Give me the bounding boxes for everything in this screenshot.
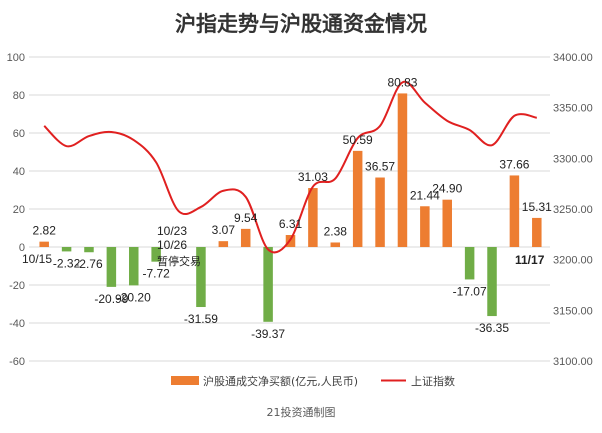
index-line [43, 80, 538, 254]
bar-data-label: 2.38 [324, 224, 348, 238]
left-tick-label: -20 [9, 280, 25, 292]
legend: 沪股通成交净买额(亿元,人民币) 上证指数 [171, 374, 455, 388]
left-tick-label: 60 [13, 128, 25, 140]
annotation-date-oct26: 10/26 [157, 238, 187, 252]
right-tick-label: 3400.00 [553, 52, 593, 64]
bar [151, 247, 161, 262]
bar [106, 247, 117, 287]
bar [532, 217, 542, 247]
left-tick-label: 40 [13, 166, 25, 178]
index-line-series [43, 80, 538, 254]
annotation-date-first: 10/15 [22, 252, 52, 266]
bar [218, 241, 229, 247]
bar-data-label: 15.31 [522, 200, 552, 214]
legend-bar-label: 沪股通成交净买额(亿元,人民币) [203, 374, 358, 388]
bar-data-label: 21.44 [410, 188, 440, 202]
date-annotations: 10/15 10/23 10/26 暂停交易 11/17 [22, 224, 545, 268]
bar [263, 247, 273, 322]
bar [375, 177, 385, 247]
bar-data-label: -17.07 [453, 284, 487, 298]
right-tick-label: 3100.00 [553, 356, 593, 368]
bar-data-label: 36.57 [365, 160, 395, 174]
bar-data-label: -20.99 [94, 292, 128, 306]
left-axis-ticks: 100 80 60 40 20 0 -20 -40 -60 [7, 52, 25, 368]
right-tick-label: 3250.00 [553, 204, 593, 216]
bar [84, 247, 94, 253]
bar [442, 199, 452, 247]
chart-source: 21投资通制图 [267, 405, 336, 419]
left-tick-label: 20 [13, 204, 25, 216]
bar [196, 247, 206, 308]
bar-data-label: -7.72 [142, 267, 170, 281]
bar [61, 247, 72, 252]
bar [420, 206, 430, 247]
bar [39, 241, 49, 247]
bar-series [39, 93, 542, 322]
bar [129, 247, 139, 286]
legend-line-label: 上证指数 [411, 374, 455, 388]
bar [397, 93, 408, 247]
bar-data-label: 31.03 [298, 170, 328, 184]
bar [240, 228, 251, 247]
left-tick-label: 80 [13, 90, 25, 102]
annotation-date-oct23: 10/23 [157, 224, 187, 238]
annotation-suspended: 暂停交易 [157, 254, 201, 268]
bar-data-label: -39.37 [251, 327, 285, 341]
right-tick-label: 3150.00 [553, 305, 593, 317]
bar [352, 150, 363, 247]
left-tick-label: 0 [19, 242, 25, 254]
gridlines [29, 56, 550, 362]
chart-title: 沪指走势与沪股通资金情况 [175, 12, 427, 36]
bar-data-labels: 2.82 -2.32-2.76 -20.99-20.20 -7.72 -31.59 3.0… [33, 75, 553, 340]
right-tick-label: 3200.00 [553, 255, 593, 267]
bar-data-label: 3.07 [212, 223, 236, 237]
bar-data-label: 9.54 [234, 211, 258, 225]
right-tick-label: 3300.00 [553, 153, 593, 165]
bar [308, 188, 318, 247]
right-tick-label: 3350.00 [553, 103, 593, 115]
bar-data-label: 2.82 [33, 224, 57, 238]
bar-data-label: -2.32 [53, 256, 81, 270]
bar-data-label: 24.90 [432, 182, 462, 196]
bar [487, 247, 497, 317]
bar-data-label: -20.20 [117, 290, 151, 304]
bar-data-label: 37.66 [499, 157, 529, 171]
bar [330, 242, 341, 247]
bar [464, 247, 475, 280]
bar-data-label: -31.59 [184, 312, 218, 326]
annotation-date-last: 11/17 [515, 253, 545, 267]
bar-data-label: 50.59 [343, 133, 373, 147]
left-tick-label: -40 [9, 318, 25, 330]
bar [509, 175, 520, 247]
bar-data-label: 80.83 [387, 75, 417, 89]
bar-data-label: -2.76 [75, 257, 103, 271]
bar-data-label: 6.31 [279, 217, 303, 231]
left-tick-label: -60 [9, 356, 25, 368]
left-tick-label: 100 [7, 52, 25, 64]
bar-data-label: -36.35 [475, 321, 509, 335]
right-axis-ticks: 3400.00 3350.00 3300.00 3250.00 3200.00 3150.… [553, 52, 593, 368]
legend-bar-swatch [171, 376, 199, 385]
